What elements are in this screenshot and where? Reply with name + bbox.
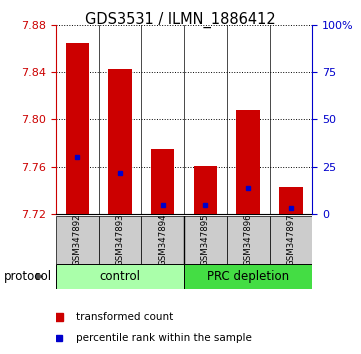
Text: transformed count: transformed count [77, 312, 174, 322]
Bar [227, 216, 270, 264]
Bar [142, 216, 184, 264]
Text: percentile rank within the sample: percentile rank within the sample [77, 332, 252, 343]
Bar [184, 216, 227, 264]
Bar [184, 264, 312, 289]
Bar [151, 149, 174, 214]
Text: GSM347897: GSM347897 [286, 213, 295, 266]
Text: GDS3531 / ILMN_1886412: GDS3531 / ILMN_1886412 [85, 11, 276, 28]
Bar [270, 216, 312, 264]
Bar [108, 69, 132, 214]
Bar [236, 110, 260, 214]
Bar [66, 42, 89, 214]
Bar [279, 187, 303, 214]
Text: GSM347894: GSM347894 [158, 213, 167, 266]
Bar [56, 264, 184, 289]
Text: PRC depletion: PRC depletion [207, 270, 289, 283]
Bar [194, 166, 217, 214]
Text: protocol: protocol [4, 270, 52, 283]
Bar [56, 216, 99, 264]
Text: GSM347896: GSM347896 [244, 213, 253, 266]
Text: control: control [100, 270, 140, 283]
Text: GSM347892: GSM347892 [73, 213, 82, 266]
Text: GSM347893: GSM347893 [116, 213, 125, 266]
Bar [99, 216, 142, 264]
Text: GSM347895: GSM347895 [201, 213, 210, 266]
